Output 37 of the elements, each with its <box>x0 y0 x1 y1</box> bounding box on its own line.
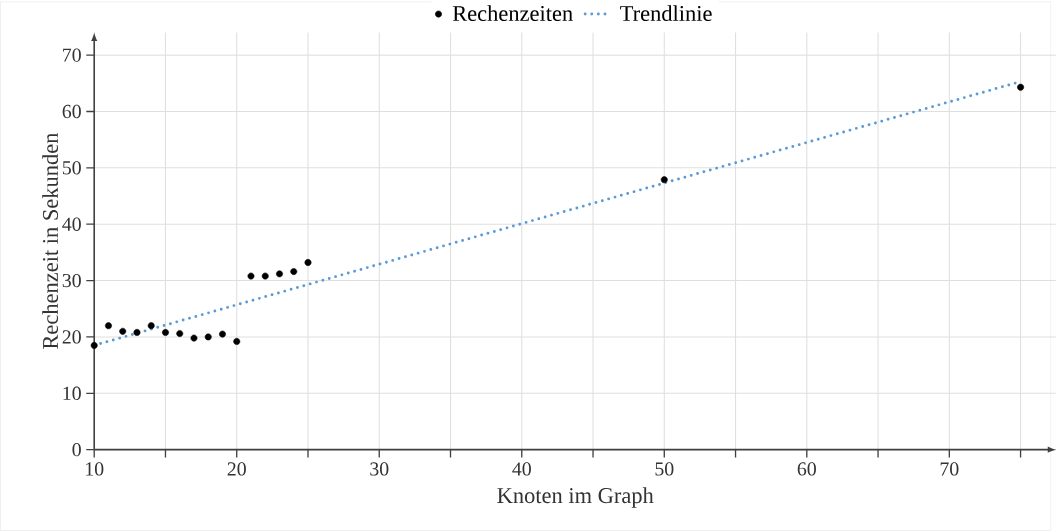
x-tick-label: 60 <box>797 462 816 476</box>
legend-label: Rechenzeiten <box>452 5 573 22</box>
point <box>247 272 255 280</box>
x-axis-title: Knoten im Graph <box>497 487 654 508</box>
point <box>304 259 312 267</box>
point <box>162 329 169 336</box>
y-axis-title: Rechenzeit in Sekunden <box>42 133 59 350</box>
y-tick-label: 50 <box>62 161 81 175</box>
x-tick-label: 10 <box>86 462 104 476</box>
x-tick-label: 50 <box>655 462 674 476</box>
y-tick-label: 20 <box>62 330 81 344</box>
y-tick-label: 30 <box>62 274 81 288</box>
point <box>219 330 226 338</box>
point <box>204 333 212 341</box>
point <box>133 329 141 336</box>
point <box>147 322 155 330</box>
point <box>105 322 112 330</box>
y-tick-label: 40 <box>62 217 81 232</box>
point <box>190 334 198 342</box>
point <box>119 328 127 335</box>
point <box>1017 83 1025 91</box>
legend-label: Trendlinie <box>620 5 712 22</box>
point <box>261 272 269 280</box>
point <box>290 268 298 276</box>
point <box>90 342 98 349</box>
x-tick-label: 40 <box>512 462 531 476</box>
point <box>660 176 668 184</box>
y-tick-label: 10 <box>63 386 81 401</box>
y-tick-label: 60 <box>62 104 81 119</box>
point <box>233 338 241 346</box>
x-tick-label: 20 <box>227 462 246 476</box>
x-tick-label: 30 <box>370 462 389 476</box>
x-tick-label: 70 <box>940 462 959 476</box>
point <box>176 330 184 338</box>
y-tick-label: 70 <box>63 48 81 62</box>
point <box>276 270 283 278</box>
y-tick-label: 0 <box>72 443 81 457</box>
